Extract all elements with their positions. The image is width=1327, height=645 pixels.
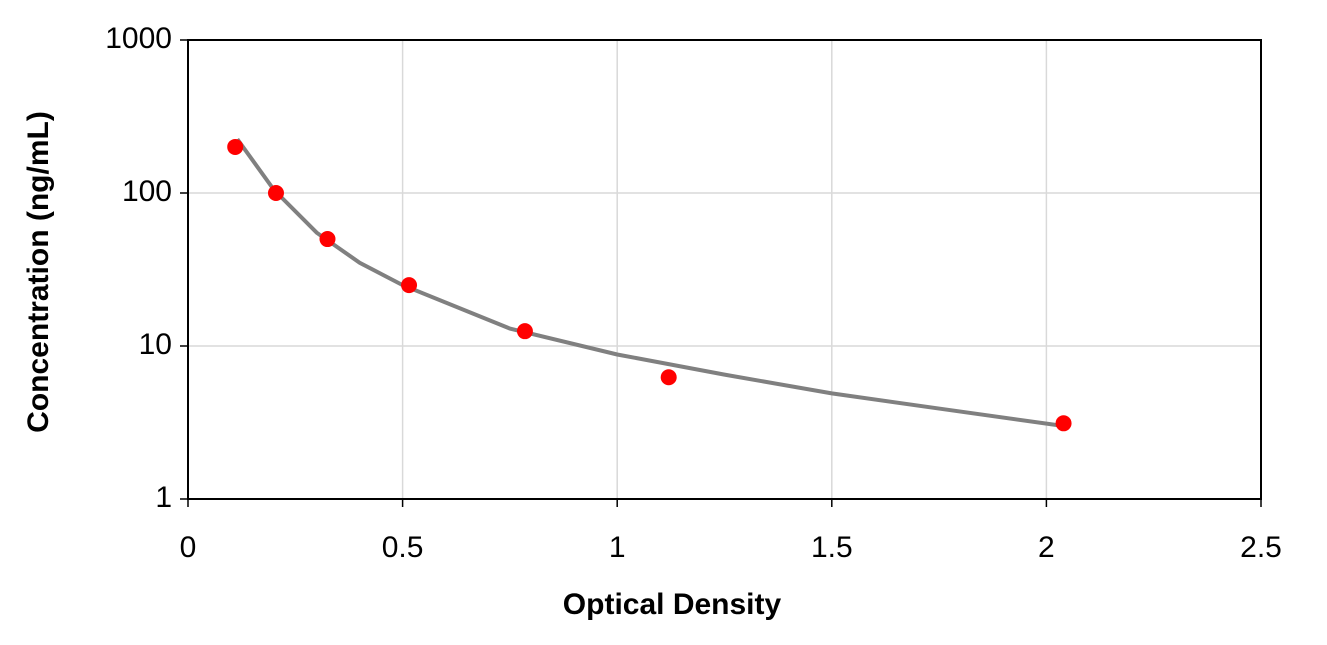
x-tick-label: 1 <box>609 531 626 564</box>
x-tick-label: 0 <box>180 531 197 564</box>
data-point <box>1055 415 1072 432</box>
data-point <box>227 138 244 155</box>
fit-curve <box>235 137 1064 428</box>
x-tick-label: 1.5 <box>811 531 853 564</box>
data-point <box>660 369 677 386</box>
y-axis-label: Concentration (ng/mL) <box>22 111 55 433</box>
data-point <box>319 231 336 248</box>
x-tick-label: 0.5 <box>382 531 424 564</box>
x-tick-label: 2 <box>1038 531 1055 564</box>
data-point <box>267 185 284 201</box>
y-tick-label: 1000 <box>105 22 172 55</box>
plot-frame <box>187 39 1262 500</box>
x-tick-label: 2.5 <box>1240 531 1282 564</box>
x-axis-label: Optical Density <box>563 588 782 621</box>
y-tick-label: 1 <box>155 481 172 514</box>
data-point <box>516 323 533 340</box>
data-point <box>401 277 418 294</box>
y-tick-label: 10 <box>139 328 172 361</box>
y-tick-label: 100 <box>122 175 172 208</box>
